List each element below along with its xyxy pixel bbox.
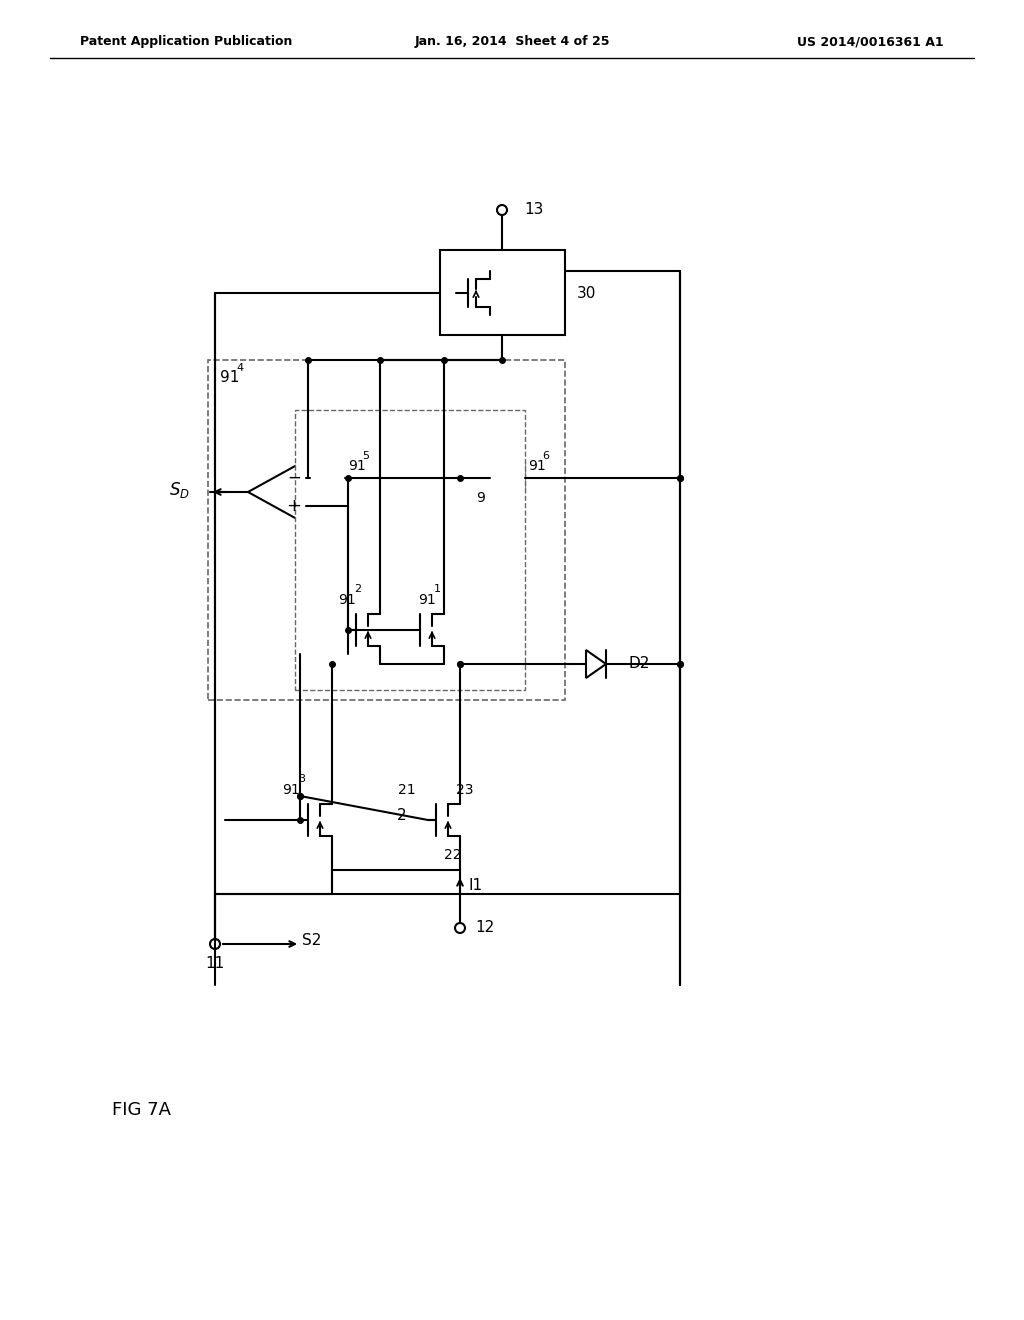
Text: 23: 23: [456, 783, 473, 797]
Text: 13: 13: [524, 202, 544, 218]
Text: 4: 4: [236, 363, 243, 374]
Text: 91: 91: [338, 593, 355, 607]
Text: I1: I1: [468, 878, 482, 892]
Text: +: +: [287, 498, 301, 515]
Bar: [310, 465, 345, 492]
Bar: [490, 465, 525, 492]
Text: 91: 91: [282, 783, 300, 797]
Text: US 2014/0016361 A1: US 2014/0016361 A1: [798, 36, 944, 49]
Text: Patent Application Publication: Patent Application Publication: [80, 36, 293, 49]
Text: 2: 2: [354, 583, 361, 594]
Text: 1: 1: [434, 583, 441, 594]
Text: S2: S2: [302, 933, 322, 948]
Bar: [440, 249, 565, 335]
Bar: [295, 411, 525, 690]
Text: 2: 2: [396, 808, 406, 822]
Text: 9: 9: [476, 491, 485, 506]
Text: $S_D$: $S_D$: [169, 480, 190, 500]
Text: 6: 6: [542, 451, 549, 461]
Text: 5: 5: [362, 451, 369, 461]
Text: 91: 91: [220, 371, 240, 385]
Text: 11: 11: [206, 957, 224, 972]
Text: 22: 22: [444, 847, 462, 862]
Bar: [208, 360, 565, 700]
Text: 21: 21: [398, 783, 416, 797]
Text: 30: 30: [577, 285, 596, 301]
Text: 91: 91: [418, 593, 436, 607]
Text: FIG 7A: FIG 7A: [112, 1101, 171, 1119]
Text: 91: 91: [348, 459, 366, 473]
Text: −: −: [287, 469, 301, 487]
Text: Jan. 16, 2014  Sheet 4 of 25: Jan. 16, 2014 Sheet 4 of 25: [415, 36, 609, 49]
Text: 91: 91: [528, 459, 546, 473]
Text: 12: 12: [475, 920, 495, 936]
Text: D2: D2: [628, 656, 649, 672]
Text: 3: 3: [298, 774, 305, 784]
